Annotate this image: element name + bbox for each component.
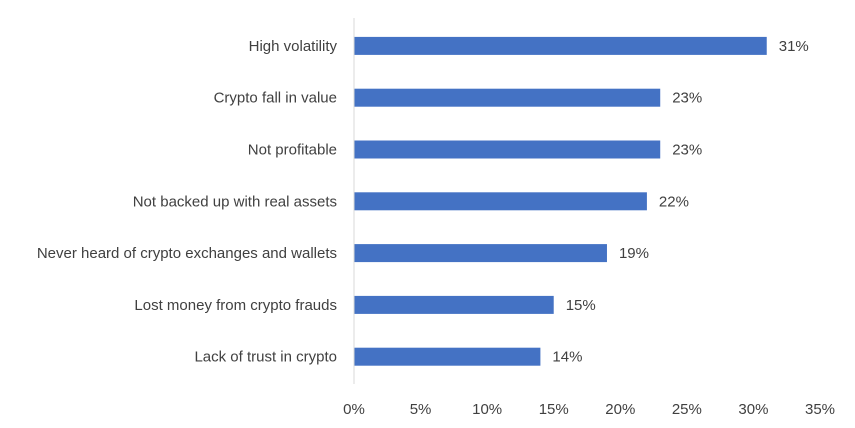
bar-2 — [354, 140, 661, 159]
bar-3 — [354, 192, 647, 211]
x-tick-labels-group: 0% 5% 10% 15% 20% 25% 30% 35% — [343, 401, 835, 418]
category-label-4: Never heard of crypto exchanges and wall… — [37, 245, 337, 262]
value-label-6: 14% — [552, 349, 582, 366]
value-label-0: 31% — [779, 38, 809, 55]
bar-4 — [354, 244, 607, 263]
category-label-0: High volatility — [249, 38, 338, 55]
x-tick-label-5: 25% — [672, 401, 702, 418]
bar-0 — [354, 36, 767, 55]
value-label-5: 15% — [566, 297, 596, 314]
value-label-3: 22% — [659, 193, 689, 210]
x-tick-label-4: 20% — [605, 401, 635, 418]
category-label-5: Lost money from crypto frauds — [134, 297, 337, 314]
value-label-1: 23% — [672, 90, 702, 107]
bar-5 — [354, 295, 554, 314]
x-tick-label-3: 15% — [539, 401, 569, 418]
category-label-2: Not profitable — [248, 142, 337, 159]
x-tick-label-7: 35% — [805, 401, 835, 418]
x-tick-label-2: 10% — [472, 401, 502, 418]
x-tick-label-6: 30% — [738, 401, 768, 418]
category-label-3: Not backed up with real assets — [133, 193, 337, 210]
category-label-1: Crypto fall in value — [214, 90, 337, 107]
value-labels-group: 31% 23% 23% 22% 19% 15% 14% — [552, 38, 808, 366]
category-label-6: Lack of trust in crypto — [194, 349, 337, 366]
bar-6 — [354, 347, 541, 366]
x-tick-label-0: 0% — [343, 401, 365, 418]
value-label-4: 19% — [619, 245, 649, 262]
bars-group — [354, 36, 767, 366]
bar-1 — [354, 88, 661, 107]
x-tick-label-1: 5% — [410, 401, 432, 418]
value-label-2: 23% — [672, 142, 702, 159]
category-labels-group: High volatility Crypto fall in value Not p… — [37, 38, 338, 366]
